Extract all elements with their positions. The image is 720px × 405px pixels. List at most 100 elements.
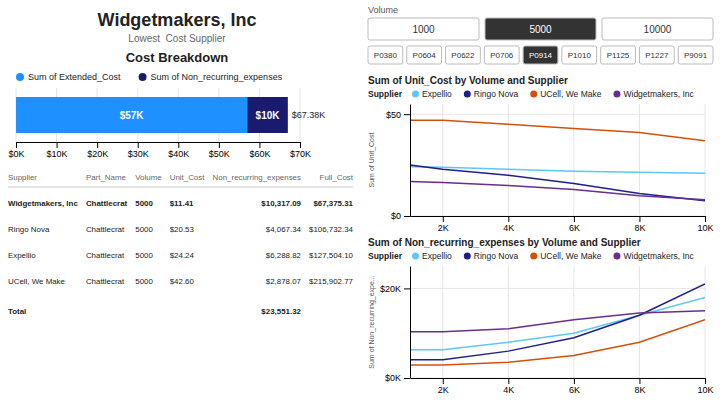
tick-label: $20K (380, 284, 401, 294)
button-box[interactable] (368, 46, 403, 64)
bars (16, 97, 288, 133)
tick-mark (300, 142, 301, 148)
button[interactable]: 5000 (485, 18, 596, 40)
button-box[interactable] (639, 46, 674, 64)
grid-line (705, 266, 706, 378)
button-label[interactable]: P0706 (490, 51, 514, 60)
button-label[interactable]: P0914 (529, 51, 553, 60)
button-label[interactable]: P1125 (607, 51, 630, 60)
button-label[interactable]: P9091 (684, 51, 708, 60)
legend-label: UCell, We Make (540, 89, 602, 99)
tick: $0 (391, 211, 410, 221)
table-cell: Widgetmakers, Inc (8, 199, 78, 208)
table-cell: $127,504.10 (309, 251, 354, 260)
line-chart: Sum of Non_recurring_expenses by Volume … (368, 237, 714, 395)
tick-label: 8K (634, 385, 645, 395)
tick-label: 8K (634, 223, 645, 233)
button-box[interactable] (602, 18, 713, 40)
tick: 4K (503, 216, 514, 233)
tick-label: 4K (503, 223, 514, 233)
line (410, 165, 705, 201)
grid-line (508, 266, 509, 378)
bar (16, 97, 247, 133)
tick-mark (259, 142, 260, 148)
tick: 10K (697, 216, 713, 233)
legend-label: Ringo Nova (474, 251, 519, 261)
legend-swatch (16, 73, 24, 81)
button-label[interactable]: P1010 (568, 51, 592, 60)
table-total-label: Total (8, 307, 26, 316)
button-label[interactable]: 1000 (412, 24, 435, 35)
lines (410, 120, 705, 200)
button-box[interactable] (368, 18, 479, 40)
tick-label: 2K (438, 385, 449, 395)
table-cell: $10,317.09 (261, 199, 301, 208)
button[interactable]: P0604 (407, 46, 442, 64)
tick-mark (639, 378, 640, 384)
button[interactable]: P1125 (601, 46, 636, 64)
button-box[interactable] (523, 46, 558, 64)
button[interactable]: P0622 (446, 46, 481, 64)
grid-line (410, 288, 705, 289)
button[interactable]: 1000 (368, 18, 479, 40)
tick-label: $70K (290, 149, 311, 159)
button-label[interactable]: 10000 (644, 24, 672, 35)
axis: $0 $50 (386, 105, 411, 222)
table-cell: $6,288.82 (266, 251, 301, 260)
grid-line (573, 266, 574, 378)
axis-line (411, 378, 706, 379)
table-cell: $2,878.07 (266, 277, 301, 286)
tick-mark (443, 216, 444, 222)
legend-label: UCell, We Make (540, 251, 602, 261)
button[interactable]: P0380 (368, 46, 403, 64)
lines (410, 284, 705, 365)
button-label[interactable]: P1227 (645, 51, 669, 60)
button-box[interactable] (407, 46, 442, 64)
grid-line (639, 104, 640, 216)
button-box[interactable] (678, 46, 713, 64)
button[interactable]: P0914 (523, 46, 558, 64)
line (410, 181, 705, 199)
button-label[interactable]: P0604 (413, 51, 437, 60)
button-label[interactable]: P0380 (374, 51, 398, 60)
legend-label: Ringo Nova (474, 89, 519, 99)
tick: 8K (634, 216, 645, 233)
table-cell: UCell, We Make (8, 277, 66, 286)
legend-title: Supplier (368, 89, 403, 99)
tick: 2K (438, 216, 449, 233)
button-label[interactable]: 5000 (529, 24, 552, 35)
tick: $0K (385, 373, 410, 383)
grid-line (410, 378, 705, 379)
button[interactable]: P1010 (562, 46, 597, 64)
button-box[interactable] (601, 46, 636, 64)
legend-label: Expellio (422, 251, 452, 261)
tick: 6K (569, 216, 580, 233)
button[interactable]: P9091 (678, 46, 713, 64)
button-box[interactable] (562, 46, 597, 64)
tick-mark (443, 378, 444, 384)
button[interactable]: P0706 (484, 46, 519, 64)
tick-mark (705, 378, 706, 384)
tick: 6K (569, 378, 580, 395)
button-label[interactable]: P0622 (451, 51, 475, 60)
axis-line (411, 216, 706, 217)
button-box[interactable] (485, 18, 596, 40)
table-header: Non_recurring_expenses (213, 173, 301, 182)
table-cell: $42.60 (170, 277, 195, 286)
button[interactable]: P1227 (639, 46, 674, 64)
button-box[interactable] (446, 46, 481, 64)
tick-mark (404, 114, 410, 115)
tick: $50 (386, 110, 410, 120)
control-label: Volume (368, 5, 398, 15)
axis: $0K$10K$20K$30K$40K$50K$60K$70K (8, 142, 311, 159)
table-cell: $11.41 (170, 199, 194, 208)
button[interactable]: 10000 (602, 18, 713, 40)
button-box[interactable] (484, 46, 519, 64)
tick: 8K (634, 378, 645, 395)
tick-mark (508, 378, 509, 384)
tick: 2K (438, 378, 449, 395)
tick-mark (508, 216, 509, 222)
table-header: Unit_Cost (170, 173, 206, 182)
line (410, 311, 705, 332)
legend-label: Widgetmakers, Inc (623, 89, 694, 99)
